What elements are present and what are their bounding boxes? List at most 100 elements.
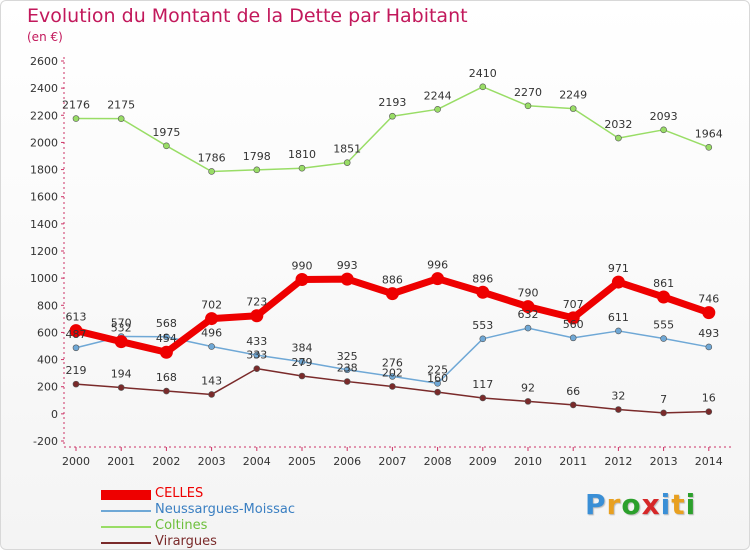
- data-label-celles: 613: [66, 311, 87, 324]
- data-label-coltines: 1798: [243, 150, 271, 163]
- data-point-coltines: [208, 168, 215, 175]
- data-point-virargues: [253, 365, 261, 372]
- data-label-virargues: 143: [201, 374, 222, 387]
- logo-letter: r: [606, 488, 622, 521]
- data-point-coltines: [163, 142, 170, 150]
- data-label-neussargues-moissac: 568: [156, 317, 177, 330]
- x-tick-label: 2008: [424, 455, 452, 468]
- data-point-virargues: [389, 383, 396, 390]
- data-point-neussargues-moissac: [343, 366, 351, 374]
- y-tick-label: 1600: [30, 191, 58, 204]
- data-label-virargues: 194: [111, 368, 132, 381]
- x-tick-label: 2004: [243, 455, 271, 468]
- legend-item-neussargues-moissac[interactable]: Neussargues-Moissac: [101, 502, 361, 519]
- data-label-neussargues-moissac: 560: [563, 318, 584, 331]
- data-label-neussargues-moissac: 225: [427, 363, 448, 376]
- data-label-coltines: 1786: [198, 151, 226, 164]
- data-label-celles: 996: [427, 259, 448, 272]
- y-tick-label: 400: [37, 354, 58, 367]
- data-point-celles: [340, 272, 354, 286]
- data-point-neussargues-moissac: [615, 327, 622, 335]
- legend: CELLES Neussargues-Moissac Coltines Vira…: [101, 486, 361, 549]
- y-tick-label: 800: [37, 299, 58, 312]
- data-label-virargues: 7: [660, 393, 667, 406]
- x-tick-label: 2006: [333, 455, 361, 468]
- y-tick-label: 1200: [30, 245, 58, 258]
- legend-item-coltines[interactable]: Coltines: [101, 518, 361, 535]
- y-tick-label: 200: [37, 381, 58, 394]
- data-point-virargues: [615, 406, 622, 413]
- x-tick-label: 2010: [514, 455, 542, 468]
- data-point-celles: [114, 335, 128, 349]
- legend-item-celles[interactable]: CELLES: [101, 486, 361, 503]
- data-label-celles: 971: [608, 262, 629, 275]
- x-tick-label: 2007: [378, 455, 406, 468]
- x-tick-label: 2011: [559, 455, 587, 468]
- legend-label-neussargues-moissac: Neussargues-Moissac: [155, 502, 295, 517]
- data-point-virargues: [208, 391, 215, 398]
- data-point-coltines: [569, 105, 577, 112]
- data-label-neussargues-moissac: 325: [337, 350, 358, 363]
- data-label-virargues: 92: [521, 381, 535, 394]
- data-label-celles: 723: [246, 296, 267, 309]
- data-label-virargues: 202: [382, 366, 403, 379]
- y-tick-label: 2000: [30, 136, 58, 149]
- x-tick-label: 2001: [107, 455, 135, 468]
- y-tick-label: 1400: [30, 218, 58, 231]
- data-label-celles: 886: [382, 274, 403, 287]
- chart-subtitle: (en €): [27, 30, 63, 44]
- data-label-virargues: 279: [292, 356, 313, 369]
- data-label-celles: 790: [518, 287, 539, 300]
- data-label-neussargues-moissac: 493: [698, 327, 719, 340]
- data-point-coltines: [253, 166, 261, 174]
- data-label-coltines: 2249: [559, 89, 587, 102]
- data-point-virargues: [569, 401, 577, 409]
- y-tick-label: 0: [51, 408, 58, 421]
- x-tick-label: 2003: [198, 455, 226, 468]
- data-label-virargues: 219: [66, 364, 87, 377]
- data-point-coltines: [615, 134, 622, 142]
- data-point-coltines: [298, 164, 306, 172]
- legend-item-virargues[interactable]: Virargues: [101, 534, 361, 549]
- legend-swatch-coltines: [101, 526, 151, 528]
- legend-label-celles: CELLES: [155, 486, 204, 501]
- data-label-virargues: 333: [246, 349, 267, 362]
- data-point-neussargues-moissac: [298, 358, 306, 366]
- x-tick-label: 2013: [650, 455, 678, 468]
- data-point-virargues: [479, 394, 487, 402]
- data-point-celles: [657, 290, 671, 304]
- data-point-virargues: [343, 378, 351, 385]
- logo-letter: x: [641, 488, 661, 521]
- data-point-celles: [205, 312, 219, 326]
- y-tick-label: -200: [33, 435, 58, 448]
- y-tick-label: 1000: [30, 272, 58, 285]
- data-label-virargues: 16: [702, 392, 716, 405]
- data-point-virargues: [72, 380, 80, 388]
- data-label-coltines: 1975: [152, 126, 180, 139]
- data-point-coltines: [660, 126, 667, 134]
- data-point-celles: [159, 345, 173, 359]
- data-label-coltines: 2093: [650, 110, 678, 123]
- data-point-celles: [431, 272, 445, 286]
- proxiti-logo: Proxiti: [585, 488, 696, 521]
- x-tick-label: 2009: [469, 455, 497, 468]
- data-point-neussargues-moissac: [660, 335, 667, 342]
- data-label-coltines: 1810: [288, 148, 316, 161]
- data-label-celles: 896: [472, 272, 493, 285]
- data-point-neussargues-moissac: [705, 343, 713, 351]
- data-label-neussargues-moissac: 553: [472, 319, 493, 332]
- data-point-neussargues-moissac: [524, 324, 532, 332]
- data-point-coltines: [389, 112, 396, 120]
- data-point-coltines: [479, 83, 487, 91]
- data-point-celles: [521, 300, 535, 314]
- x-tick-label: 2002: [152, 455, 180, 468]
- legend-label-coltines: Coltines: [155, 518, 208, 533]
- logo-letter: i: [660, 488, 672, 521]
- data-label-coltines: 1964: [695, 127, 723, 140]
- x-tick-label: 2000: [62, 455, 90, 468]
- data-point-virargues: [705, 408, 713, 415]
- data-point-virargues: [298, 372, 306, 380]
- y-tick-label: 1800: [30, 164, 58, 177]
- data-label-virargues: 66: [566, 385, 580, 398]
